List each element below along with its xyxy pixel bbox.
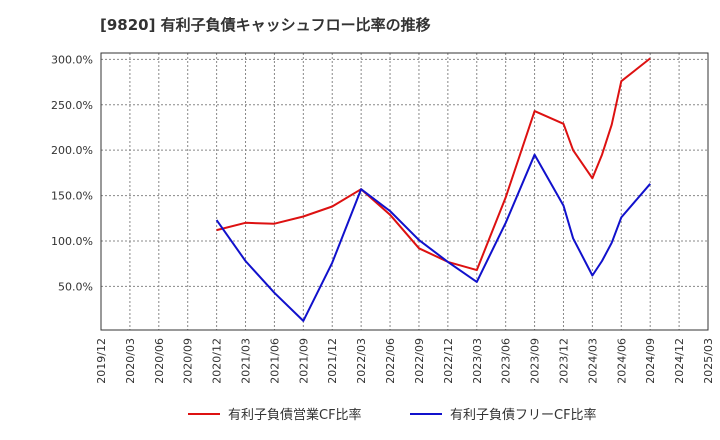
x-tick-label: 2024/12 bbox=[673, 338, 686, 384]
grid bbox=[100, 53, 709, 330]
x-tick-label: 2021/09 bbox=[297, 338, 310, 384]
x-tick-label: 2022/09 bbox=[413, 338, 426, 384]
legend-label-2: 有利子負債フリーCF比率 bbox=[450, 407, 597, 423]
x-tick-label: 2023/03 bbox=[471, 338, 484, 384]
x-tick-label: 2022/06 bbox=[384, 338, 397, 384]
series-line-1 bbox=[216, 57, 651, 272]
legend: 有利子負債営業CF比率 有利子負債フリーCF比率 bbox=[188, 407, 597, 423]
x-tick-label: 2021/03 bbox=[240, 338, 253, 384]
y-tick-label: 100.0% bbox=[51, 235, 93, 248]
x-tick-label: 2022/12 bbox=[442, 338, 455, 384]
x-tick-label: 2021/06 bbox=[268, 338, 281, 384]
y-tick-label: 250.0% bbox=[51, 99, 93, 112]
legend-label-1: 有利子負債営業CF比率 bbox=[228, 407, 362, 423]
series-lines bbox=[215, 57, 651, 322]
x-tick-label: 2020/06 bbox=[153, 338, 166, 384]
plot-border bbox=[100, 52, 709, 331]
x-tick-label: 2025/03 bbox=[702, 338, 715, 384]
x-tick-label: 2023/06 bbox=[500, 338, 513, 384]
y-tick-label: 50.0% bbox=[58, 280, 93, 293]
x-tick-label: 2024/03 bbox=[586, 338, 599, 384]
x-tick-label: 2020/12 bbox=[211, 338, 224, 384]
y-tick-label: 300.0% bbox=[51, 53, 93, 66]
y-tick-label: 200.0% bbox=[51, 144, 93, 157]
x-tick-label: 2023/09 bbox=[529, 338, 542, 384]
chart-title: [9820] 有利子負債キャッシュフロー比率の推移 bbox=[100, 16, 431, 34]
x-tick-label: 2020/03 bbox=[124, 338, 137, 384]
x-tick-label: 2021/12 bbox=[326, 338, 339, 384]
x-tick-label: 2019/12 bbox=[95, 338, 108, 384]
y-tick-label: 150.0% bbox=[51, 190, 93, 203]
x-tick-label: 2020/09 bbox=[182, 338, 195, 384]
plot-background bbox=[101, 53, 708, 330]
x-tick-label: 2024/06 bbox=[615, 338, 628, 384]
axes: 2019/12 2020/03 2020/06 2020/09 2020/12 2021/… bbox=[51, 52, 715, 384]
x-tick-label: 2022/03 bbox=[355, 338, 368, 384]
x-tick-label: 2023/12 bbox=[557, 338, 570, 384]
series-line-2 bbox=[215, 153, 651, 322]
x-tick-label: 2024/09 bbox=[644, 338, 657, 384]
